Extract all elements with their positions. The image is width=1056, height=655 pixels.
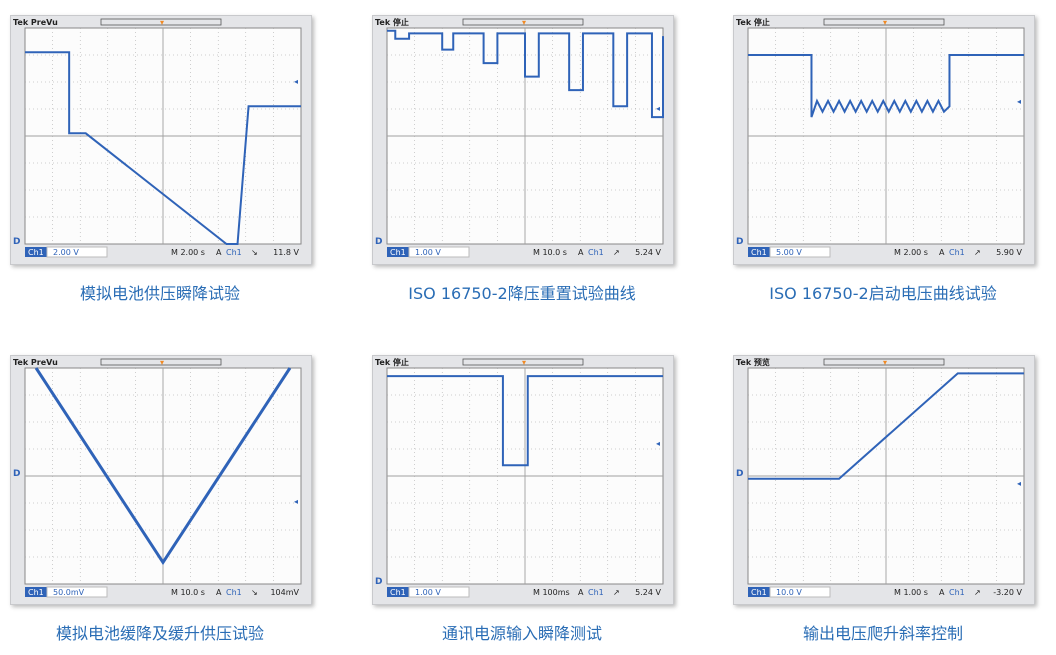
timebase: M 2.00 s — [894, 248, 928, 257]
vertical-scale: 10.0 V — [776, 588, 802, 597]
timebase: M 100ms — [533, 588, 570, 597]
waveform-trace — [387, 29, 664, 119]
scope-header: Tek 停止 — [375, 17, 409, 27]
trigger-position-icon: ▾ — [522, 18, 526, 27]
record-bar — [823, 18, 945, 26]
scope-header: Tek PreVu — [13, 18, 58, 27]
waveform-trace — [748, 54, 1024, 118]
trigger-slope-icon: ↘ — [251, 588, 258, 597]
vertical-scale: 5.00 V — [776, 248, 802, 257]
ground-marker-icon: D — [13, 469, 20, 479]
waveform-trace — [748, 372, 1024, 480]
trigger-mode: A — [939, 248, 945, 257]
timebase: M 10.0 s — [533, 248, 567, 257]
trigger-level-icon: ◂ — [656, 104, 660, 113]
trigger-level: 5.90 V — [996, 248, 1022, 257]
trigger-channel: Ch1 — [588, 248, 604, 257]
record-bar — [462, 18, 584, 26]
scope-plot: Tek 停止 ▾ D ◂ Ch1 1.00 V M 10.0 s A Ch1 ↗… — [373, 16, 673, 264]
scope-caption: ISO 16750-2启动电压曲线试验 — [769, 284, 997, 303]
scope-plot: Tek PreVu ▾ D ◂ Ch1 50.0mV M 10.0 s A Ch… — [11, 356, 311, 604]
oscilloscope-screen: Tek 停止 ▾ D ◂ Ch1 1.00 V M 10.0 s A Ch1 ↗… — [372, 15, 674, 265]
scope-header: Tek PreVu — [13, 358, 58, 367]
trigger-level: 5.24 V — [635, 248, 661, 257]
ground-marker-icon: D — [13, 237, 20, 247]
scope-plot: Tek 预览 ▾ D ◂ Ch1 10.0 V M 1.00 s A Ch1 ↗… — [734, 356, 1034, 604]
scope-plot: Tek 停止 ▾ D ◂ Ch1 1.00 V M 100ms A Ch1 ↗ … — [373, 356, 673, 604]
trigger-slope-icon: ↘ — [251, 248, 258, 257]
trigger-level-icon: ◂ — [1017, 479, 1021, 488]
scope-header: Tek 预览 — [736, 357, 770, 367]
scope-header: Tek 停止 — [375, 357, 409, 367]
scope-plot: Tek 停止 ▾ D ◂ Ch1 5.00 V M 2.00 s A Ch1 ↗… — [734, 16, 1034, 264]
trigger-channel: Ch1 — [949, 588, 965, 597]
channel-label: Ch1 — [390, 248, 406, 257]
trigger-mode: A — [578, 248, 584, 257]
channel-label: Ch1 — [751, 588, 767, 597]
scope-caption: 输出电压爬升斜率控制 — [802, 624, 963, 643]
trigger-mode: A — [216, 248, 222, 257]
ground-marker-icon: D — [375, 237, 382, 247]
trigger-position-icon: ▾ — [883, 18, 887, 27]
vertical-scale: 50.0mV — [53, 588, 85, 597]
scope-caption: 通讯电源输入瞬降测试 — [441, 624, 602, 643]
oscilloscope-screen: Tek PreVu ▾ D ◂ Ch1 2.00 V M 2.00 s A Ch… — [10, 15, 312, 265]
trigger-position-icon: ▾ — [883, 358, 887, 367]
vertical-scale: 1.00 V — [415, 588, 441, 597]
vertical-scale: 1.00 V — [415, 248, 441, 257]
trigger-slope-icon: ↗ — [613, 588, 620, 597]
trigger-channel: Ch1 — [226, 248, 242, 257]
waveform-trace — [25, 51, 301, 245]
scope-caption: 模拟电池缓降及缓升供压试验 — [55, 624, 264, 643]
trigger-level-icon: ◂ — [294, 497, 298, 506]
trigger-position-icon: ▾ — [522, 358, 526, 367]
trigger-position-icon: ▾ — [160, 18, 164, 27]
oscilloscope-screen: Tek PreVu ▾ D ◂ Ch1 50.0mV M 10.0 s A Ch… — [10, 355, 312, 605]
trigger-level: -3.20 V — [993, 588, 1022, 597]
scope-header: Tek 停止 — [736, 17, 770, 27]
ground-marker-icon: D — [736, 469, 743, 479]
oscilloscope-screen: Tek 停止 ▾ D ◂ Ch1 1.00 V M 100ms A Ch1 ↗ … — [372, 355, 674, 605]
channel-label: Ch1 — [390, 588, 406, 597]
channel-label: Ch1 — [28, 248, 44, 257]
trigger-level: 11.8 V — [273, 248, 299, 257]
ground-marker-icon: D — [375, 577, 382, 587]
oscilloscope-screen: Tek 停止 ▾ D ◂ Ch1 5.00 V M 2.00 s A Ch1 ↗… — [733, 15, 1035, 265]
trigger-position-icon: ▾ — [160, 358, 164, 367]
record-bar — [100, 18, 222, 26]
trigger-channel: Ch1 — [588, 588, 604, 597]
trigger-slope-icon: ↗ — [613, 248, 620, 257]
trigger-level: 5.24 V — [635, 588, 661, 597]
trigger-level: 104mV — [270, 588, 299, 597]
oscilloscope-screen: Tek 预览 ▾ D ◂ Ch1 10.0 V M 1.00 s A Ch1 ↗… — [733, 355, 1035, 605]
vertical-scale: 2.00 V — [53, 248, 79, 257]
record-bar — [100, 358, 222, 366]
trigger-mode: A — [578, 588, 584, 597]
timebase: M 10.0 s — [171, 588, 205, 597]
record-bar — [823, 358, 945, 366]
trigger-level-icon: ◂ — [656, 439, 660, 448]
trigger-channel: Ch1 — [226, 588, 242, 597]
scope-caption: 模拟电池供压瞬降试验 — [79, 284, 240, 303]
trigger-mode: A — [939, 588, 945, 597]
trigger-mode: A — [216, 588, 222, 597]
record-bar — [462, 358, 584, 366]
trigger-level-icon: ◂ — [1017, 97, 1021, 106]
scope-caption: ISO 16750-2降压重置试验曲线 — [408, 284, 636, 303]
waveform-trace — [387, 375, 663, 467]
waveform-trace — [34, 367, 292, 566]
scope-plot: Tek PreVu ▾ D ◂ Ch1 2.00 V M 2.00 s A Ch… — [11, 16, 311, 264]
trigger-channel: Ch1 — [949, 248, 965, 257]
trigger-slope-icon: ↗ — [974, 248, 981, 257]
timebase: M 1.00 s — [894, 588, 928, 597]
channel-label: Ch1 — [28, 588, 44, 597]
trigger-level-icon: ◂ — [294, 77, 298, 86]
timebase: M 2.00 s — [171, 248, 205, 257]
trigger-slope-icon: ↗ — [974, 588, 981, 597]
channel-label: Ch1 — [751, 248, 767, 257]
ground-marker-icon: D — [736, 237, 743, 247]
